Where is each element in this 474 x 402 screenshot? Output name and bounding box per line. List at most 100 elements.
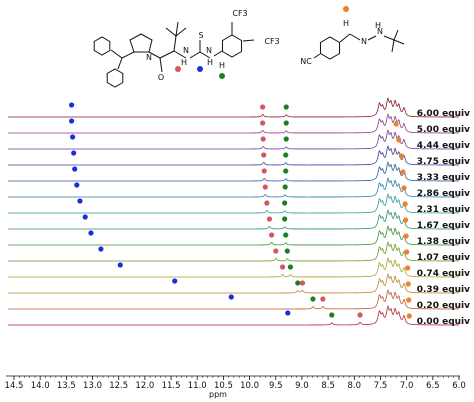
- bond-line: [175, 21, 179, 37]
- peak-marker-orange: [401, 185, 407, 191]
- structure-marker-blue: [197, 66, 203, 72]
- peak-marker-blue: [68, 118, 75, 124]
- equiv-label: 3.75 equiv: [417, 157, 470, 167]
- structure-marker-red: [175, 66, 181, 72]
- x-tick-label: 13.5: [57, 381, 76, 391]
- x-tick-label: 12.5: [109, 381, 128, 391]
- spectrum-trace: [8, 273, 459, 294]
- peak-marker-orange: [403, 217, 409, 223]
- x-tick-label: 8.5: [321, 381, 335, 391]
- peak-marker-green: [283, 232, 289, 238]
- peak-marker-green: [282, 216, 288, 222]
- spectrum-trace: [8, 177, 459, 198]
- equiv-label: 3.33 equiv: [417, 173, 470, 183]
- peak-marker-blue: [72, 166, 78, 172]
- bond-line: [393, 29, 399, 41]
- peak-marker-red: [279, 264, 286, 270]
- peak-marker-orange: [400, 169, 406, 175]
- x-tick-label: 11.0: [188, 381, 207, 391]
- atom-label: N: [183, 46, 189, 55]
- peak-marker-red: [273, 248, 279, 254]
- bond-line: [383, 35, 395, 41]
- peak-marker-orange: [402, 201, 408, 207]
- peak-marker-blue: [77, 198, 83, 204]
- equiv-label: 2.31 equiv: [417, 205, 470, 215]
- peak-marker-red: [320, 296, 326, 302]
- peak-marker-blue: [117, 262, 123, 268]
- ring-outline: [319, 36, 341, 60]
- spectrum-trace: [8, 305, 459, 326]
- atom-label: N: [361, 37, 367, 46]
- peak-marker-red: [357, 312, 363, 318]
- nmr-spectra: [8, 97, 459, 326]
- ring-outline: [129, 33, 153, 53]
- equiv-label: 6.00 equiv: [417, 109, 470, 119]
- peak-marker-green: [287, 264, 294, 270]
- peak-marker-green: [283, 152, 289, 158]
- equiv-label: 0.00 equiv: [417, 317, 470, 327]
- peak-marker-orange: [405, 281, 411, 287]
- peak-marker-blue: [74, 182, 80, 188]
- ring-outline: [106, 68, 124, 88]
- peak-marker-green: [295, 280, 301, 286]
- peak-marker-blue: [228, 294, 234, 300]
- peak-marker-green: [283, 168, 289, 174]
- atom-label: H: [207, 58, 213, 67]
- peak-marker-red: [261, 168, 267, 174]
- equiv-labels: 6.00 equiv 5.00 equiv 4.44 equiv 3.75 equiv…: [417, 109, 470, 327]
- peak-marker-green: [283, 120, 289, 126]
- atom-label: S: [198, 31, 203, 40]
- x-tick-label: 7.0: [400, 381, 414, 391]
- spectrum-trace: [8, 113, 459, 134]
- equiv-label: 0.20 equiv: [417, 301, 470, 311]
- ring-outline: [221, 34, 243, 58]
- peak-marker-blue: [70, 134, 76, 140]
- equiv-label: 2.86 equiv: [417, 189, 470, 199]
- peak-marker-red: [266, 216, 273, 222]
- peak-marker-green: [282, 184, 288, 190]
- peak-marker-red: [299, 280, 306, 286]
- peak-marker-red: [264, 200, 270, 206]
- bond-line: [175, 27, 187, 37]
- atom-label: CF3: [232, 9, 247, 18]
- atom-label: N: [377, 27, 383, 36]
- bond-line: [165, 27, 177, 37]
- peak-marker-orange: [403, 233, 409, 239]
- x-tick-label: 9.5: [269, 381, 283, 391]
- atom-label: O: [158, 73, 164, 82]
- spectrum-trace: [8, 193, 459, 214]
- atom-label: N: [206, 46, 212, 55]
- peak-marker-green: [283, 136, 289, 142]
- atom-label: NC: [300, 57, 312, 66]
- peak-marker-blue: [98, 246, 104, 252]
- peak-marker-green: [284, 248, 290, 254]
- bond-line: [159, 50, 175, 59]
- bond-line: [121, 51, 135, 59]
- structure-marker-orange: [343, 6, 349, 12]
- peak-marker-orange: [406, 297, 412, 303]
- spectrum-trace: [8, 225, 459, 246]
- equiv-label: 1.07 equiv: [417, 253, 470, 263]
- equiv-label: 0.74 equiv: [417, 269, 470, 279]
- atom-label: CF3: [264, 37, 279, 46]
- bond-line: [242, 39, 255, 42]
- atom-label: H: [343, 19, 349, 28]
- bond-line: [189, 51, 201, 59]
- spectrum-trace: [8, 289, 459, 310]
- spectrum-trace: [8, 161, 459, 182]
- spectrum-trace: [8, 241, 459, 262]
- x-tick-label: 14.0: [31, 381, 50, 391]
- spectrum-trace: [8, 257, 459, 278]
- x-tick-label: 14.5: [5, 381, 24, 391]
- peak-markers: [68, 102, 412, 319]
- spectrum-trace: [8, 97, 459, 118]
- peak-marker-orange: [405, 265, 411, 271]
- bond-line: [117, 57, 123, 70]
- bond-line: [367, 35, 377, 41]
- bond-line: [349, 33, 361, 41]
- peak-marker-green: [283, 104, 289, 110]
- peak-marker-orange: [398, 153, 405, 159]
- atom-label: H: [375, 21, 381, 30]
- x-tick-label: 13.0: [83, 381, 102, 391]
